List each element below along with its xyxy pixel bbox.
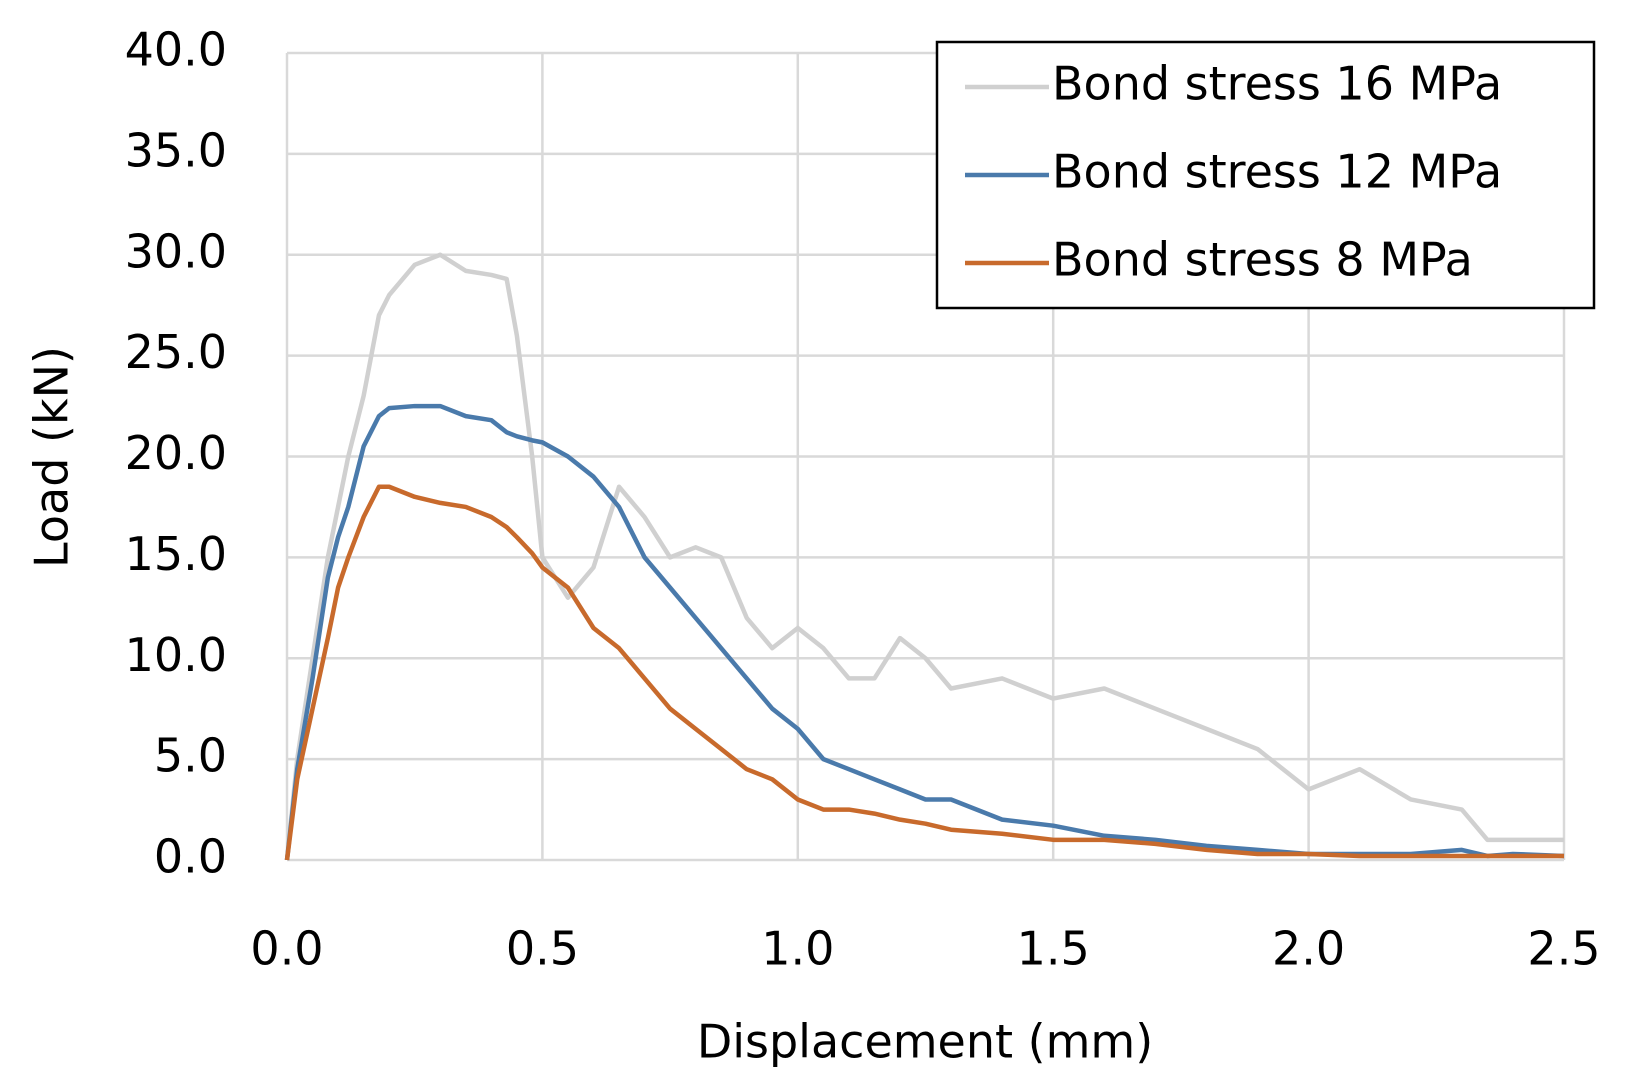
- legend-label: Bond stress 16 MPa: [1052, 57, 1502, 111]
- series-line: [284, 484, 1564, 861]
- x-tick-label: 1.5: [1017, 922, 1090, 976]
- y-tick-label: 30.0: [125, 224, 227, 278]
- x-axis-title: Displacement (mm): [697, 1015, 1153, 1069]
- y-tick-label: 10.0: [125, 628, 227, 682]
- x-tick-label: 2.0: [1272, 922, 1345, 976]
- x-tick-label: 1.0: [761, 922, 834, 976]
- y-tick-label: 5.0: [154, 729, 227, 783]
- x-tick-label: 2.5: [1527, 922, 1600, 976]
- series-line: [284, 252, 1564, 861]
- y-tick-label: 35.0: [125, 123, 227, 177]
- y-axis-title: Load (kN): [25, 346, 79, 568]
- x-tick-label: 0.5: [506, 922, 579, 976]
- y-tick-label: 40.0: [125, 23, 227, 77]
- y-tick-label: 0.0: [154, 830, 227, 884]
- y-tick-label: 15.0: [125, 527, 227, 581]
- series-line: [284, 403, 1565, 861]
- y-tick-label: 25.0: [125, 325, 227, 379]
- legend-label: Bond stress 12 MPa: [1052, 145, 1502, 199]
- y-tick-label: 20.0: [125, 426, 227, 480]
- legend-label: Bond stress 8 MPa: [1052, 233, 1473, 287]
- x-tick-label: 0.0: [250, 922, 323, 976]
